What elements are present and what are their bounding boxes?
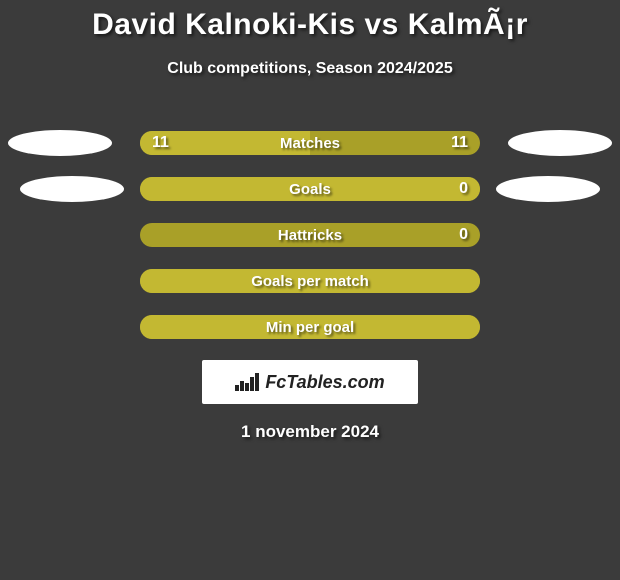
stat-label: Matches [140,131,480,155]
stat-label: Min per goal [140,315,480,339]
player-right-marker [508,130,612,156]
stat-row: 0Goals [0,166,620,212]
stat-row: Goals per match [0,258,620,304]
stat-label: Goals [140,177,480,201]
snapshot-date: 1 november 2024 [0,422,620,442]
stat-row: 1111Matches [0,120,620,166]
attribution-badge: FcTables.com [202,360,418,404]
player-right-marker [496,176,600,202]
stat-bar: 0Hattricks [140,223,480,247]
stats-comparison: 1111Matches 0Goals 0Hattricks Goals per mat… [0,120,620,350]
page-subtitle: Club competitions, Season 2024/2025 [0,60,620,78]
player-left-marker [8,130,112,156]
stat-bar: Goals per match [140,269,480,293]
player-left-marker [20,176,124,202]
stat-row: 0Hattricks [0,212,620,258]
page-title: David Kalnoki-Kis vs KalmÃ¡r [0,0,620,42]
stat-bar: 1111Matches [140,131,480,155]
chart-icon [235,373,259,391]
attribution-text: FcTables.com [265,372,384,393]
stat-label: Hattricks [140,223,480,247]
stat-label: Goals per match [140,269,480,293]
stat-row: Min per goal [0,304,620,350]
stat-bar: 0Goals [140,177,480,201]
stat-bar: Min per goal [140,315,480,339]
